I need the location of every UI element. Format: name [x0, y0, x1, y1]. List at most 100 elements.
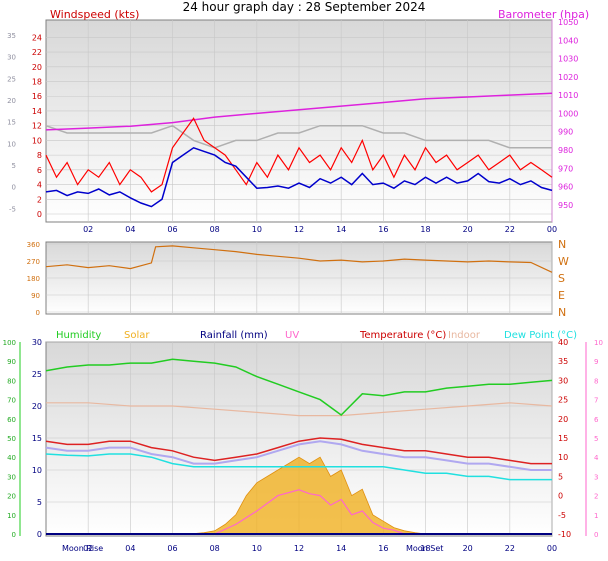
x-tick-label: 22	[505, 544, 515, 553]
x-tick-label: 14	[336, 544, 346, 553]
y-tick-label: 20	[32, 63, 42, 72]
y-tick-label: 360	[27, 241, 40, 249]
x-tick-label: 06	[167, 225, 177, 234]
temp-right-tick-label: 35	[558, 357, 568, 366]
y-right-tick-label: 1010	[558, 91, 578, 100]
uv-tick-label: 10	[594, 339, 603, 347]
humidity-tick-label: 60	[7, 416, 16, 424]
moon-rise-label: Moon Rise	[62, 544, 103, 553]
x-tick-label: 08	[210, 544, 220, 553]
y-outer-tick-label: 0	[12, 184, 16, 192]
temp-right-tick-label: 10	[558, 453, 568, 462]
y-tick-label: 14	[32, 107, 42, 116]
legend-item: Solar	[124, 330, 150, 341]
uv-series-line	[214, 489, 405, 535]
legend-item: Humidity	[56, 330, 101, 341]
uv-tick-label: 6	[594, 416, 599, 424]
compass-label: S	[558, 272, 565, 285]
y-outer-tick-label: 5	[12, 162, 16, 170]
y-inner-tick-label: 0	[37, 530, 42, 539]
y-right-tick-label: 1030	[558, 55, 578, 64]
indoor-series-line	[46, 402, 553, 417]
y-tick-label: 180	[27, 275, 40, 283]
y-tick-label: 16	[32, 92, 42, 101]
legend-item: Temperature (°C)	[359, 330, 446, 341]
humidity-tick-label: 50	[7, 435, 16, 443]
dewpoint-series-line	[45, 453, 552, 481]
y-tick-label: 6	[37, 166, 42, 175]
x-tick-label: 00	[547, 225, 557, 234]
grey-series-line	[45, 124, 552, 149]
legend-barometer: Barometer (hpa)	[498, 8, 589, 21]
x-tick-label: 16	[378, 225, 388, 234]
y-tick-label: 12	[32, 122, 42, 131]
compass-label: E	[558, 289, 565, 302]
y-tick-label: 24	[32, 33, 42, 42]
x-tick-label: 00	[547, 544, 557, 553]
uv-tick-label: 4	[594, 454, 599, 462]
y-outer-tick-label: 15	[7, 119, 16, 127]
y-inner-tick-label: 30	[32, 338, 42, 347]
y-outer-tick-label: -5	[9, 205, 16, 213]
compass-label: N	[558, 306, 566, 319]
y-tick-label: 270	[27, 258, 40, 266]
temp-right-tick-label: 25	[558, 396, 568, 405]
x-tick-label: 18	[420, 544, 430, 553]
y-right-tick-label: 1020	[558, 73, 578, 82]
y-right-tick-label: 960	[558, 183, 573, 192]
compass-label: W	[558, 255, 569, 268]
x-tick-label: 04	[125, 225, 135, 234]
y-outer-tick-label: 35	[7, 32, 16, 40]
uv-tick-label: 3	[594, 473, 598, 481]
uv-tick-label: 7	[594, 397, 598, 405]
humidity-tick-label: 30	[7, 473, 16, 481]
legend-item: Indoor	[448, 330, 481, 341]
y-inner-tick-label: 20	[32, 402, 42, 411]
humidity-tick-label: 70	[7, 397, 16, 405]
y-tick-label: 2	[37, 195, 42, 204]
x-tick-label: 20	[463, 544, 473, 553]
uv-tick-label: 0	[594, 531, 598, 539]
x-tick-label: 18	[420, 225, 430, 234]
uv-tick-label: 2	[594, 493, 598, 501]
temp-right-tick-label: 15	[558, 434, 568, 443]
y-tick-label: 0	[37, 210, 42, 219]
y-outer-tick-label: 10	[7, 140, 16, 148]
x-tick-label: 04	[125, 544, 135, 553]
page-title: 24 hour graph day : 28 September 2024	[182, 0, 426, 14]
moon-set-label: Moon Set	[406, 544, 443, 553]
uv-tick-label: 8	[594, 377, 598, 385]
temperature-series-line	[45, 437, 552, 465]
humidity-tick-label: 40	[7, 454, 16, 462]
x-tick-label: 08	[210, 225, 220, 234]
legend-windspeed: Windspeed (kts)	[50, 8, 139, 21]
legend-item: Dew Point (°C)	[504, 330, 577, 341]
y-inner-tick-label: 25	[32, 370, 42, 379]
legend-item: Rainfall (mm)	[200, 330, 268, 341]
y-tick-label: 0	[36, 309, 40, 317]
x-tick-label: 12	[294, 225, 304, 234]
y-tick-label: 90	[31, 292, 40, 300]
humidity-tick-label: 100	[3, 339, 16, 347]
y-tick-label: 4	[37, 181, 42, 190]
avg-wind-series-line	[45, 146, 553, 208]
y-right-tick-label: 1000	[558, 109, 578, 118]
temp-right-tick-label: 5	[558, 472, 563, 481]
temp-right-tick-label: -10	[558, 530, 571, 539]
y-tick-label: 22	[32, 48, 42, 57]
y-inner-tick-label: 5	[37, 498, 42, 507]
x-tick-label: 02	[83, 544, 93, 553]
y-right-tick-label: 980	[558, 146, 573, 155]
compass-label: N	[558, 238, 566, 251]
y-right-tick-label: 1040	[558, 36, 578, 45]
x-tick-label: 20	[463, 225, 473, 234]
uv-tick-label: 1	[594, 512, 598, 520]
x-tick-label: 16	[378, 544, 388, 553]
humidity-tick-label: 10	[7, 512, 16, 520]
y-right-tick-label: 970	[558, 164, 573, 173]
uv-tick-label: 9	[594, 358, 598, 366]
temp-right-tick-label: 20	[558, 415, 568, 424]
temp-right-tick-label: -5	[558, 511, 566, 520]
